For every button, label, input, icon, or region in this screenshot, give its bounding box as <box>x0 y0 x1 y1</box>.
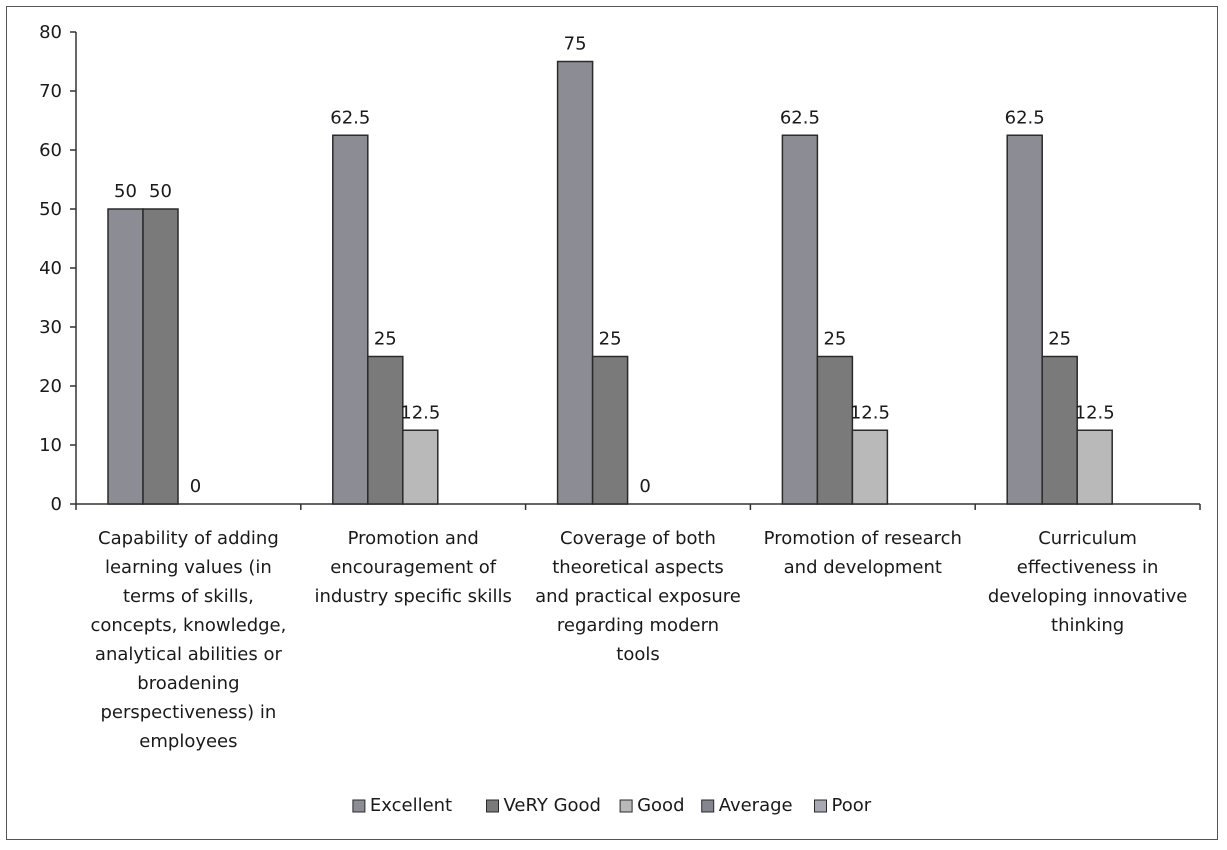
legend-swatch <box>486 799 499 813</box>
category-label: thinking <box>1051 615 1124 636</box>
category-label: broadening <box>137 673 239 694</box>
y-tick-label: 30 <box>39 317 62 338</box>
bar <box>851 429 889 505</box>
bar <box>591 355 629 505</box>
y-tick-label: 50 <box>39 199 62 220</box>
data-label: 12.5 <box>400 402 440 423</box>
bar <box>367 355 404 505</box>
category-label: developing innovative <box>988 586 1188 607</box>
y-tick-label: 80 <box>39 22 62 43</box>
bar <box>107 208 144 505</box>
bar <box>781 134 819 505</box>
category-label: effectiveness in <box>1017 557 1159 578</box>
legend-label: VeRY Good <box>504 795 601 816</box>
category-label: Promotion and <box>348 528 479 549</box>
legend-label: Poor <box>832 795 872 816</box>
data-label: 0 <box>190 476 201 497</box>
y-tick-label: 60 <box>39 140 62 161</box>
category-label: theoretical aspects <box>552 557 724 578</box>
category-label: and practical exposure <box>535 586 741 607</box>
category-label: regarding modern <box>557 615 719 636</box>
legend-swatch <box>352 799 366 813</box>
category-label: Coverage of both <box>560 528 716 549</box>
data-label: 50 <box>149 181 172 202</box>
data-label: 62.5 <box>780 107 820 128</box>
category-label: learning values (in <box>105 557 272 578</box>
category-label: Curriculum <box>1038 528 1137 549</box>
legend-swatch <box>701 799 715 813</box>
data-label: 25 <box>374 329 397 350</box>
legend-swatch <box>619 799 633 813</box>
category-label: perspectiveness) in <box>100 702 276 723</box>
category-label: Promotion of research <box>764 528 962 549</box>
legend-label: Average <box>719 795 793 816</box>
bar <box>556 60 594 505</box>
legend-label: Excellent <box>370 795 452 816</box>
data-label: 62.5 <box>330 107 370 128</box>
data-label: 12.5 <box>1075 402 1115 423</box>
category-label: concepts, knowledge, <box>90 615 286 636</box>
data-label: 75 <box>564 34 587 55</box>
data-label: 50 <box>114 181 137 202</box>
category-label: Capability of adding <box>98 528 279 549</box>
category-label: and development <box>784 557 942 578</box>
bar <box>142 208 179 505</box>
legend-label: Good <box>637 795 684 816</box>
category-label: terms of skills, <box>123 586 254 607</box>
bar <box>1076 429 1113 505</box>
data-label: 12.5 <box>850 402 890 423</box>
category-label: employees <box>139 731 237 752</box>
data-label: 62.5 <box>1005 107 1045 128</box>
category-label: tools <box>616 644 659 665</box>
category-label: encouragement of <box>330 557 497 578</box>
bar <box>816 355 854 505</box>
category-label: analytical abilities or <box>95 644 283 665</box>
bar <box>402 429 439 505</box>
data-label: 25 <box>823 329 846 350</box>
bar <box>332 134 369 505</box>
y-tick-label: 40 <box>39 258 62 279</box>
data-label: 0 <box>639 476 650 497</box>
legend-swatch <box>814 799 827 813</box>
y-tick-label: 20 <box>39 376 62 397</box>
data-label: 25 <box>599 329 622 350</box>
y-tick-label: 0 <box>51 494 62 515</box>
bar <box>1041 355 1078 505</box>
y-tick-label: 10 <box>39 435 62 456</box>
bar <box>1006 134 1043 505</box>
data-label: 25 <box>1048 329 1071 350</box>
y-tick-label: 70 <box>39 81 62 102</box>
category-label: industry specific skills <box>315 586 512 607</box>
